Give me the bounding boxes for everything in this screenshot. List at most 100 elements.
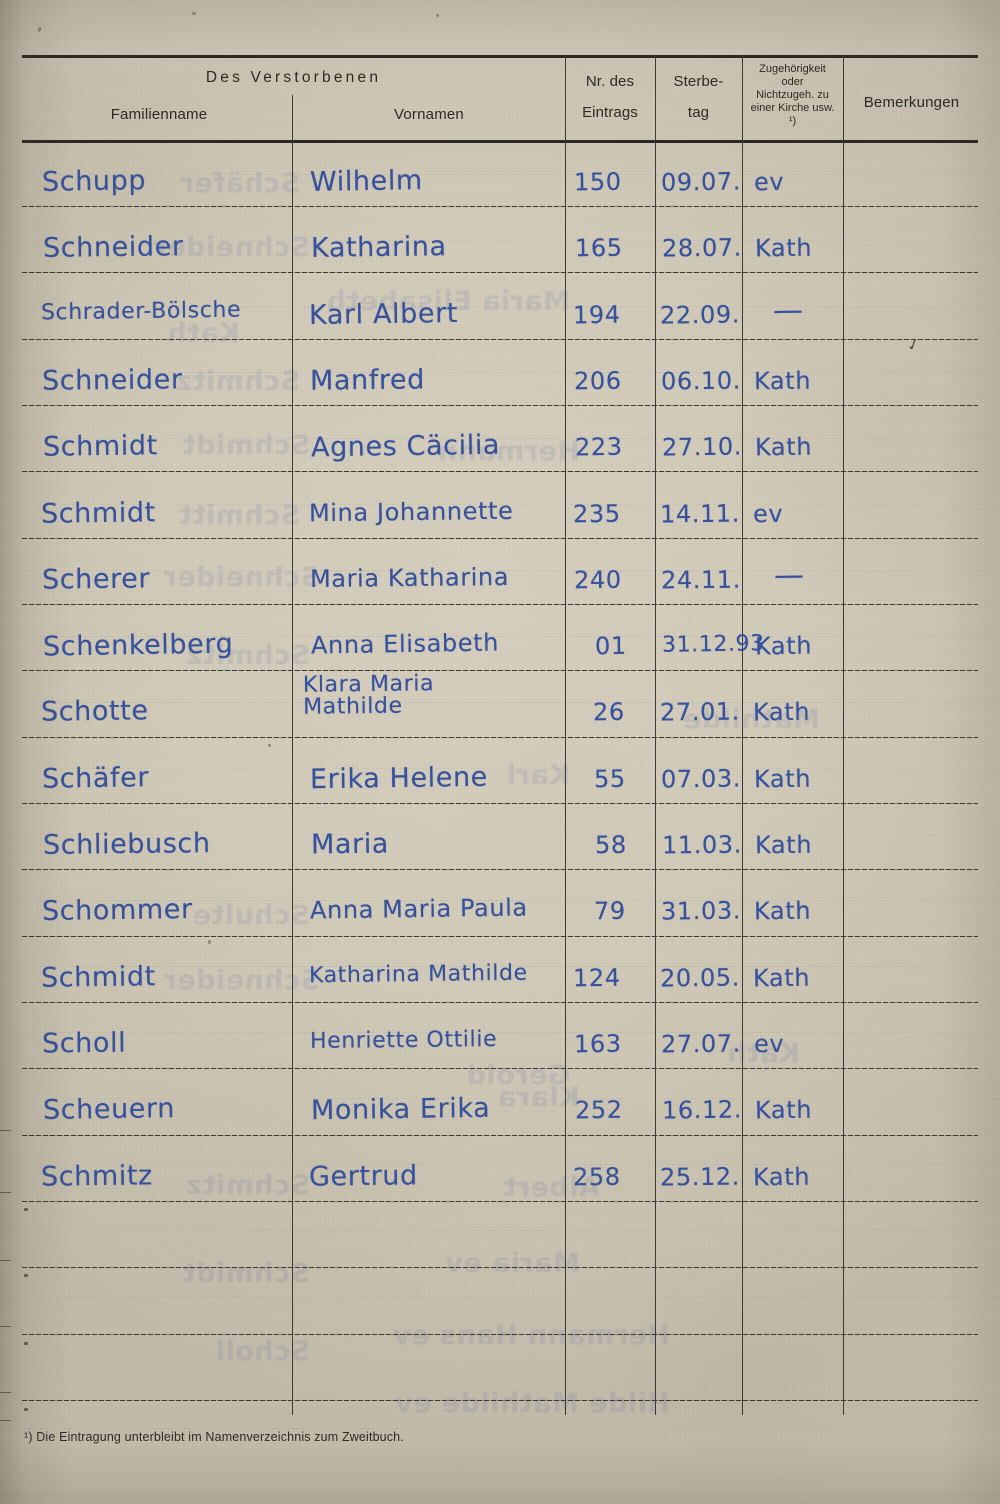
cell-kirchenzugehoerigkeit: — xyxy=(773,557,805,593)
pencil-tick-mark: ✓ xyxy=(904,334,923,356)
table-top-border xyxy=(22,55,978,58)
header-zugehoerigkeit-line3: Nichtzugeh. zu xyxy=(756,88,829,101)
row-rule xyxy=(22,604,978,605)
cell-kirchenzugehoerigkeit: Kath xyxy=(753,366,812,396)
cell-vornamen: Wilhelm xyxy=(309,165,424,198)
cell-vornamen: Katharina xyxy=(310,231,447,265)
cell-sterbetag: 14.11. xyxy=(659,499,741,528)
paper-speck xyxy=(208,940,211,944)
row-rule xyxy=(22,869,978,870)
cell-kirchenzugehoerigkeit: ev xyxy=(753,1029,785,1059)
row-rule xyxy=(22,272,978,273)
cell-kirchenzugehoerigkeit: Kath xyxy=(752,698,811,727)
cell-kirchenzugehoerigkeit: Kath xyxy=(752,963,811,992)
row-rule xyxy=(22,1334,978,1335)
cell-nr-des-eintrags: 150 xyxy=(573,167,622,197)
row-rule xyxy=(22,803,978,804)
row-rule xyxy=(22,1201,978,1202)
cell-nr-des-eintrags: 252 xyxy=(574,1095,623,1125)
cell-vornamen: Anna Elisabeth xyxy=(310,628,500,660)
cell-sterbetag: 07.03. xyxy=(660,764,742,794)
cell-familienname: Schupp xyxy=(41,165,147,198)
cell-nr-des-eintrags: 165 xyxy=(574,234,623,263)
cell-kirchenzugehoerigkeit: Kath xyxy=(752,1162,811,1191)
cell-vornamen: Anna Maria Paula xyxy=(309,893,528,925)
cell-kirchenzugehoerigkeit: Kath xyxy=(753,764,812,794)
cell-nr-des-eintrags: 223 xyxy=(574,432,623,462)
header-zugehoerigkeit-line1: Zugehörigkeit xyxy=(759,63,826,75)
cell-sterbetag: 31.12.93 xyxy=(661,631,765,658)
cell-nr-des-eintrags: 258 xyxy=(572,1162,621,1191)
cell-vornamen: Klara Maria Mathilde xyxy=(302,671,435,721)
row-rule xyxy=(22,1400,978,1401)
col-divider-bemerkungen xyxy=(843,55,844,1415)
cell-nr-des-eintrags: 163 xyxy=(573,1029,622,1059)
cell-sterbetag: 20.05. xyxy=(659,963,741,993)
cell-nr-des-eintrags: 124 xyxy=(572,963,621,992)
header-zugehoerigkeit-line4: einer Kirche usw. xyxy=(750,101,835,114)
header-nr-des-eintrags-line1: Nr. des xyxy=(585,73,635,90)
row-rule xyxy=(22,471,978,472)
cell-nr-des-eintrags: 240 xyxy=(573,565,622,595)
cell-nr-des-eintrags: 58 xyxy=(594,830,627,860)
cell-sterbetag: 31.03. xyxy=(660,896,742,926)
cell-familienname: Scheuern xyxy=(42,1093,176,1127)
header-nr-des-eintrags-line2: Eintrags xyxy=(582,103,638,121)
col-divider-nr xyxy=(565,55,566,1415)
row-rule xyxy=(22,737,978,738)
cell-kirchenzugehoerigkeit: — xyxy=(772,292,804,328)
cell-familienname: Schneider xyxy=(41,364,183,397)
header-bemerkungen: Bemerkungen xyxy=(863,94,960,111)
cell-familienname: Schmidt xyxy=(40,496,157,530)
cell-sterbetag: 28.07. xyxy=(661,233,743,263)
cell-sterbetag: 25.12. xyxy=(659,1162,741,1191)
cell-kirchenzugehoerigkeit: Kath xyxy=(754,631,813,661)
col-divider-sterbetag xyxy=(655,55,656,1415)
row-rule xyxy=(22,339,978,340)
row-rule xyxy=(22,1135,978,1136)
cell-kirchenzugehoerigkeit: ev xyxy=(752,499,784,528)
cell-sterbetag: 27.07. xyxy=(660,1029,742,1059)
row-rule xyxy=(22,1267,978,1268)
cell-vornamen: Manfred xyxy=(309,364,426,397)
col-divider-zugehoerigkeit xyxy=(742,55,743,1415)
cell-vornamen: Gertrud xyxy=(308,1159,418,1193)
cell-sterbetag: 27.01. xyxy=(659,697,741,727)
cell-nr-des-eintrags: 206 xyxy=(573,366,622,396)
cell-familienname: Schmitz xyxy=(40,1159,154,1193)
cell-familienname: Schommer xyxy=(41,894,193,928)
header-bottom-border xyxy=(22,140,978,143)
row-rule xyxy=(22,670,978,671)
header-group-des-verstorbenen: Des Verstorbenen xyxy=(205,69,382,86)
row-rule xyxy=(22,936,978,937)
cell-vornamen: Mina Johannette xyxy=(308,496,514,527)
row-rule xyxy=(22,1068,978,1069)
cell-sterbetag: 11.03. xyxy=(661,830,743,860)
header-zugehoerigkeit-footnote-marker: ¹) xyxy=(788,114,797,127)
cell-sterbetag: 27.10. xyxy=(661,432,743,462)
header-familienname: Familienname xyxy=(110,106,208,123)
paper-speck xyxy=(436,14,439,17)
cell-vornamen: Monika Erika xyxy=(310,1092,491,1127)
cell-familienname: Schäfer xyxy=(41,761,150,795)
cell-familienname: Schrader-Bölsche xyxy=(40,297,242,325)
header-sterbetag-line2: tag xyxy=(687,103,710,121)
cell-kirchenzugehoerigkeit: Kath xyxy=(754,1095,813,1125)
cell-sterbetag: 24.11. xyxy=(660,565,742,595)
cell-kirchenzugehoerigkeit: Kath xyxy=(754,830,813,860)
left-edge-dots xyxy=(24,1120,34,1450)
footnote-text: ¹) Die Eintragung unterbleibt im Namenve… xyxy=(24,1430,404,1444)
col-divider-vornamen xyxy=(292,95,293,1415)
cell-sterbetag: 09.07. xyxy=(660,167,742,197)
cell-familienname: Schneider xyxy=(42,231,184,265)
cell-vornamen: Maria xyxy=(310,828,390,861)
cell-nr-des-eintrags: 79 xyxy=(593,897,626,926)
cell-nr-des-eintrags: 235 xyxy=(572,499,621,528)
cell-kirchenzugehoerigkeit: Kath xyxy=(754,233,813,263)
cell-vornamen: Karl Albert xyxy=(308,297,459,331)
cell-familienname: Schliebusch xyxy=(42,828,211,861)
cell-familienname: Schenkelberg xyxy=(42,628,234,663)
